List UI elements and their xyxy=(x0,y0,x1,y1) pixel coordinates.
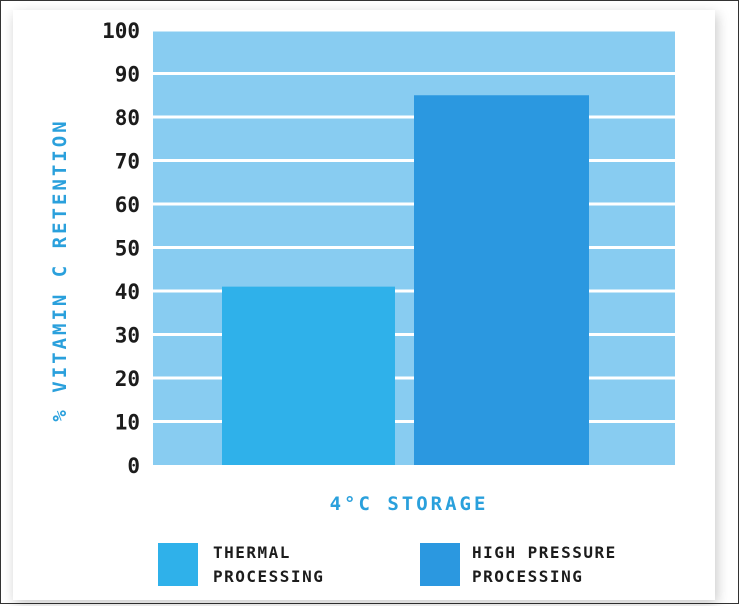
legend-swatch-thermal xyxy=(158,543,198,586)
y-tick-50: 50 xyxy=(115,237,140,261)
y-axis-title: % VITAMIN C RETENTION xyxy=(49,118,71,421)
y-tick-80: 80 xyxy=(115,106,140,130)
legend-label-thermal-line2: PROCESSING xyxy=(213,567,324,586)
legend-label-high-pressure-line1: HIGH PRESSURE xyxy=(472,543,617,562)
y-tick-90: 90 xyxy=(115,63,140,87)
x-axis-title: 4°C STORAGE xyxy=(330,493,489,515)
bars xyxy=(222,95,589,465)
y-tick-40: 40 xyxy=(115,280,140,304)
y-tick-labels: 0 10 20 30 40 50 60 70 80 90 100 xyxy=(102,19,140,478)
legend-label-thermal-line1: THERMAL xyxy=(213,543,291,562)
y-tick-0: 0 xyxy=(127,454,140,478)
bar-thermal-processing xyxy=(222,286,395,465)
legend-label-high-pressure-line2: PROCESSING xyxy=(472,567,583,586)
legend-swatch-high-pressure xyxy=(420,543,460,586)
bar-high-pressure-processing xyxy=(414,95,589,465)
gridline-90 xyxy=(153,72,675,75)
y-tick-70: 70 xyxy=(115,150,140,174)
y-tick-20: 20 xyxy=(115,367,140,391)
y-tick-30: 30 xyxy=(115,324,140,348)
legend: THERMAL PROCESSING HIGH PRESSURE PROCESS… xyxy=(158,543,617,586)
y-tick-10: 10 xyxy=(115,411,140,435)
y-tick-60: 60 xyxy=(115,193,140,217)
gridline-100 xyxy=(153,28,675,32)
y-tick-100: 100 xyxy=(102,19,140,43)
